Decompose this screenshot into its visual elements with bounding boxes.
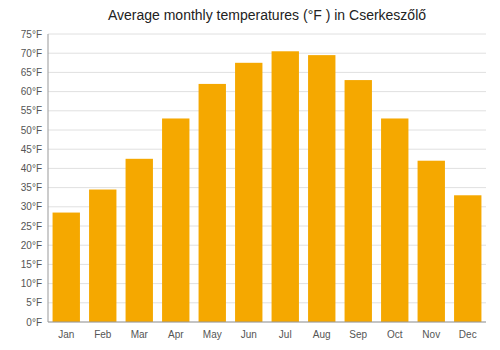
grid-line (48, 91, 486, 92)
x-tick-label: Jan (58, 329, 74, 340)
y-tick-label: 75°F (21, 29, 42, 40)
y-tick-label: 70°F (21, 48, 42, 59)
y-tick-label: 5°F (26, 297, 42, 308)
grid (48, 34, 486, 322)
y-tick-label: 35°F (21, 182, 42, 193)
bar (235, 63, 262, 322)
bar (53, 213, 80, 322)
y-tick-label: 15°F (21, 259, 42, 270)
x-tick-label: Jun (241, 329, 257, 340)
x-tick-label: Jul (279, 329, 292, 340)
bar (345, 80, 372, 322)
y-tick-label: 20°F (21, 240, 42, 251)
y-tick-label: 25°F (21, 221, 42, 232)
y-tick-label: 60°F (21, 86, 42, 97)
y-tick-label: 65°F (21, 67, 42, 78)
grid-line (48, 149, 486, 150)
x-tick-label: May (203, 329, 222, 340)
x-tick-label: Apr (168, 329, 184, 340)
x-tick-label: Mar (131, 329, 149, 340)
x-tick-label: Feb (94, 329, 112, 340)
grid-line (48, 53, 486, 54)
y-tick-label: 45°F (21, 144, 42, 155)
y-tick-label: 30°F (21, 201, 42, 212)
bar (454, 195, 481, 322)
title: Average monthly temperatures (°F ) in Cs… (108, 7, 426, 23)
grid-line (48, 72, 486, 73)
bar (308, 55, 335, 322)
grid-line (48, 110, 486, 111)
y-tick-label: 50°F (21, 125, 42, 136)
chart: Average monthly temperatures (°F ) in Cs… (0, 0, 500, 350)
bar (272, 51, 299, 322)
grid-line (48, 34, 486, 35)
y-tick-label: 55°F (21, 105, 42, 116)
x-axis-line (48, 322, 486, 323)
grid-line (48, 130, 486, 131)
x-tick-label: Aug (313, 329, 331, 340)
bar (381, 118, 408, 322)
bar (126, 159, 153, 322)
grid-line (48, 322, 486, 323)
bar (89, 190, 116, 322)
y-axis: 0°F 5°F 10°F 15°F 20°F 25°F 30°F 35°F 40°F 45°F 50… (21, 29, 42, 328)
x-axis: Jan Feb Mar Apr May Jun Jul Aug Sep Oct Nov Dec (58, 329, 476, 340)
x-tick-label: Oct (387, 329, 403, 340)
y-tick-label: 10°F (21, 278, 42, 289)
bar (162, 118, 189, 322)
y-axis-line (48, 34, 49, 322)
x-tick-label: Dec (459, 329, 477, 340)
y-tick-label: 0°F (26, 317, 42, 328)
x-tick-label: Nov (422, 329, 440, 340)
bars (53, 51, 482, 322)
bar (199, 84, 226, 322)
x-tick-label: Sep (349, 329, 367, 340)
y-tick-label: 40°F (21, 163, 42, 174)
bar (418, 161, 445, 322)
